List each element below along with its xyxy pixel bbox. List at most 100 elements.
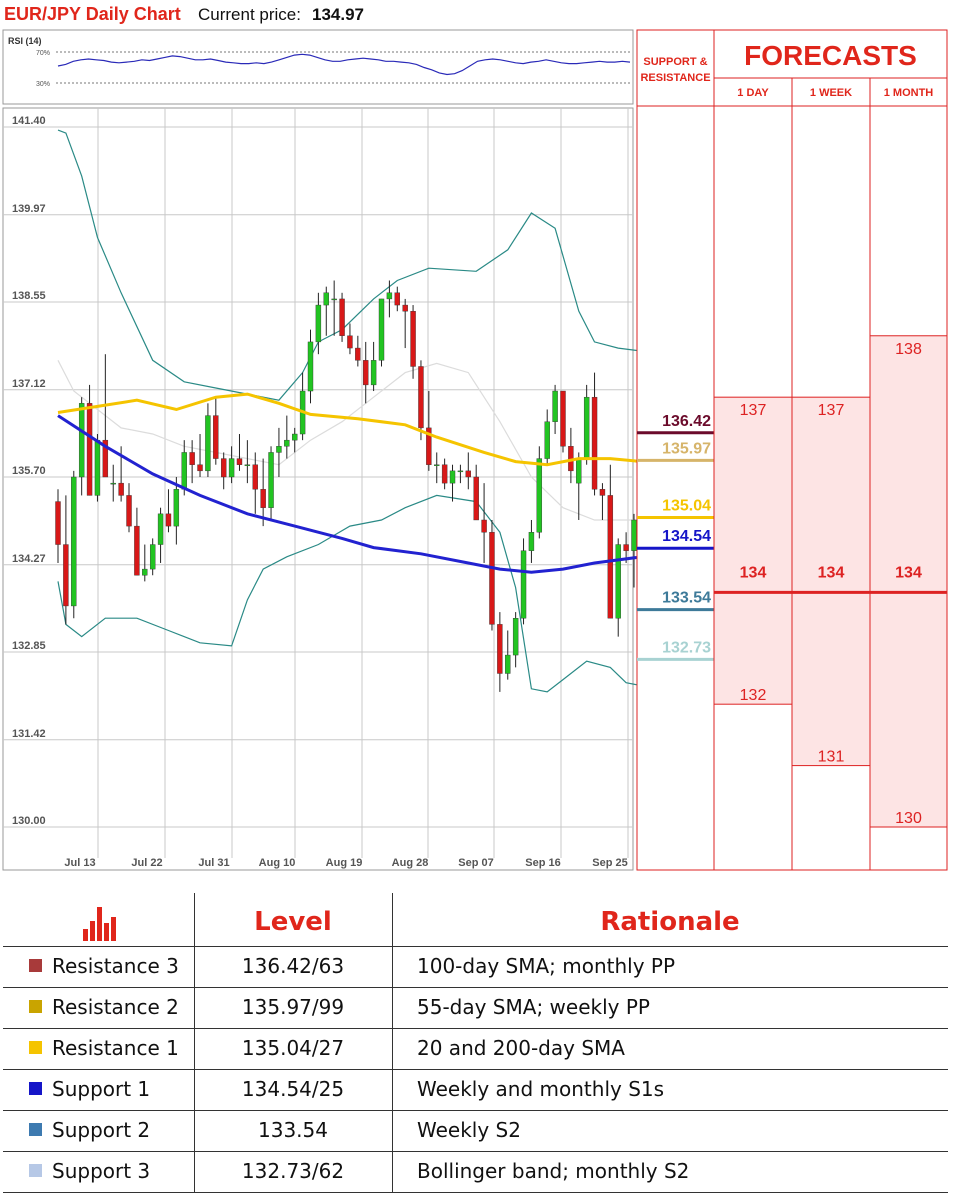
level-rationale: 20 and 200-day SMA	[417, 1036, 625, 1060]
sr-header-label: SUPPORT &	[643, 56, 707, 68]
level-rationale: Weekly and monthly S1s	[417, 1077, 665, 1101]
candle	[505, 654, 511, 674]
candle	[536, 458, 543, 533]
candle	[473, 476, 479, 521]
x-tick-label: Aug 28	[392, 857, 429, 869]
level-color-swatch	[29, 1164, 42, 1177]
x-tick-label: Jul 13	[64, 857, 95, 869]
x-tick-label: Sep 07	[458, 857, 493, 869]
x-tick-label: Aug 10	[259, 857, 296, 869]
level-value: 134.54/25	[241, 1077, 345, 1101]
candle	[260, 489, 266, 508]
candle	[142, 568, 148, 576]
level-value: 135.04/27	[241, 1036, 345, 1060]
candle	[623, 544, 629, 551]
forecast-column-label: 1 MONTH	[884, 87, 934, 99]
candle	[599, 489, 606, 496]
candle	[520, 550, 527, 619]
candle	[512, 618, 519, 656]
candle	[457, 470, 464, 473]
candle	[63, 544, 69, 607]
x-tick-label: Sep 16	[525, 857, 560, 869]
forecast-center-value: 134	[895, 564, 922, 581]
candle	[173, 489, 180, 527]
candle	[631, 519, 637, 551]
candle	[331, 298, 337, 301]
candle	[55, 501, 61, 545]
x-tick-label: Aug 19	[326, 857, 363, 869]
candle	[583, 396, 590, 459]
sr-level-value: 135.04	[662, 498, 711, 515]
level-name: Resistance 2	[52, 995, 179, 1019]
sr-level-value: 135.97	[662, 440, 711, 457]
forecast-range-box	[713, 396, 793, 705]
sr-header-label: RESISTANCE	[640, 72, 710, 84]
y-tick-label: 130.00	[12, 815, 46, 827]
candle	[481, 519, 487, 533]
candle	[149, 544, 156, 570]
level-color-swatch	[29, 959, 42, 972]
sr-level-value: 134.54	[662, 528, 711, 545]
level-color-swatch	[29, 1123, 42, 1136]
level-rationale: 55-day SMA; weekly PP	[417, 995, 650, 1019]
candle	[213, 415, 219, 459]
level-value: 133.54	[258, 1118, 328, 1142]
candle	[426, 427, 432, 465]
forecast-center-value: 134	[740, 564, 767, 581]
sma-yellow-line	[57, 392, 643, 467]
candle	[315, 304, 322, 343]
moving-average-grey-line	[57, 360, 642, 521]
candle	[71, 476, 77, 607]
rsi-panel	[2, 29, 634, 105]
level-column-header: Level	[254, 907, 332, 937]
sr-level-value: 132.73	[662, 639, 711, 656]
candle	[228, 458, 235, 478]
level-value: 136.42/63	[241, 954, 345, 978]
forecast-high-value: 137	[818, 402, 845, 419]
chart-title: EUR/JPY Daily Chart	[4, 4, 181, 24]
forecast-range-box	[791, 396, 871, 767]
candle	[434, 464, 440, 466]
bar-chart-icon	[83, 907, 116, 941]
rsi-label: RSI (14)	[8, 36, 42, 46]
y-tick-label: 139.97	[12, 203, 46, 215]
candle	[591, 396, 598, 490]
x-tick-label: Jul 22	[131, 857, 162, 869]
candle	[355, 347, 361, 361]
y-tick-label: 137.12	[12, 378, 46, 390]
current-price-value: 134.97	[312, 5, 364, 24]
candle	[410, 311, 416, 367]
y-tick-label: 141.40	[12, 115, 46, 127]
sr-level-value: 136.42	[662, 413, 711, 430]
x-tick-label: Jul 31	[198, 857, 229, 869]
chart-header: EUR/JPY Daily Chart Current price: 134.9…	[0, 0, 956, 30]
level-name: Resistance 3	[52, 954, 179, 978]
candle	[489, 532, 495, 625]
price-plot-frame	[2, 107, 634, 871]
candle	[268, 452, 274, 508]
forecast-center-value: 134	[818, 564, 845, 581]
level-name: Support 2	[52, 1118, 151, 1142]
table-row: Support 2 133.54 Weekly S2	[3, 1110, 948, 1152]
candle	[284, 439, 290, 447]
forecast-low-value: 131	[818, 749, 845, 766]
table-row: Support 1 134.54/25 Weekly and monthly S1s	[3, 1069, 948, 1111]
forecast-column-label: 1 WEEK	[810, 87, 852, 99]
rsi-upper-label: 70%	[36, 50, 50, 57]
candle	[197, 464, 203, 472]
candle	[292, 433, 298, 441]
rationale-column-header: Rationale	[600, 907, 740, 937]
y-tick-label: 134.27	[12, 553, 46, 565]
forecast-range-box	[869, 335, 948, 828]
bollinger-upper-band	[57, 129, 642, 401]
level-name: Resistance 1	[52, 1036, 179, 1060]
candle	[252, 464, 258, 490]
sr-level-value: 133.54	[662, 590, 711, 607]
level-color-swatch	[29, 1000, 42, 1013]
bollinger-lower-band	[57, 494, 643, 693]
table-divider	[392, 893, 393, 1193]
y-tick-label: 132.85	[12, 640, 46, 652]
table-row: Resistance 1 135.04/27 20 and 200-day SMA	[3, 1028, 948, 1070]
candle	[378, 298, 385, 361]
level-rationale: 100-day SMA; monthly PP	[417, 954, 676, 978]
